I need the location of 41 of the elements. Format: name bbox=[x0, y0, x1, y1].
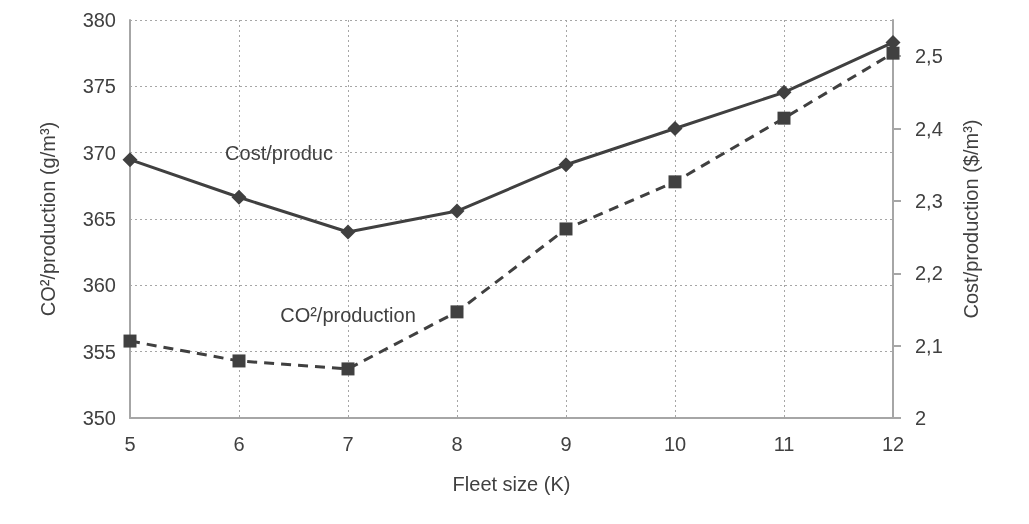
point bbox=[123, 334, 137, 348]
x-tick-label: 5 bbox=[124, 433, 136, 455]
y-tick-label: 375 bbox=[82, 75, 116, 98]
y2-tick-label: 2,2 bbox=[915, 262, 943, 285]
x-tick-label: 9 bbox=[560, 433, 572, 455]
point bbox=[232, 354, 246, 368]
point bbox=[558, 157, 574, 173]
y-tick-label: 370 bbox=[82, 141, 116, 164]
series-label: CO²/production bbox=[280, 304, 416, 327]
point bbox=[667, 121, 683, 137]
point bbox=[340, 224, 356, 240]
x-axis-title: Fleet size (K) bbox=[452, 473, 571, 495]
point bbox=[450, 305, 464, 319]
point bbox=[231, 189, 247, 205]
y2-axis-title: Cost/production ($/m³) bbox=[960, 119, 982, 319]
y2-tick-label: 2,3 bbox=[915, 189, 943, 212]
y2-tick-label: 2,5 bbox=[915, 45, 943, 68]
y2-tick-label: 2,1 bbox=[915, 334, 943, 357]
y-tick-label: 365 bbox=[82, 208, 116, 230]
point bbox=[777, 111, 791, 125]
point bbox=[122, 152, 138, 168]
y-tick-label: 380 bbox=[82, 9, 116, 31]
x-tick-label: 12 bbox=[881, 433, 905, 455]
point bbox=[559, 222, 573, 236]
x-tick-label: 8 bbox=[451, 433, 463, 455]
point bbox=[341, 362, 355, 376]
point bbox=[668, 175, 682, 189]
x-tick-label: 11 bbox=[773, 433, 795, 455]
series-label: Cost/produc bbox=[225, 141, 333, 164]
y-tick-label: 355 bbox=[82, 340, 116, 363]
x-tick-label: 10 bbox=[663, 433, 687, 455]
point bbox=[886, 46, 900, 60]
x-tick-label: 6 bbox=[233, 433, 245, 455]
y-tick-label: 350 bbox=[82, 407, 116, 429]
y-tick-label: 360 bbox=[82, 274, 116, 297]
x-tick-label: 7 bbox=[342, 433, 354, 455]
y-axis-title: CO²/production (g/m³) bbox=[37, 121, 59, 317]
point bbox=[776, 84, 792, 100]
point bbox=[449, 203, 465, 219]
y2-tick-label: 2 bbox=[915, 407, 927, 429]
y2-tick-label: 2,4 bbox=[915, 117, 943, 140]
